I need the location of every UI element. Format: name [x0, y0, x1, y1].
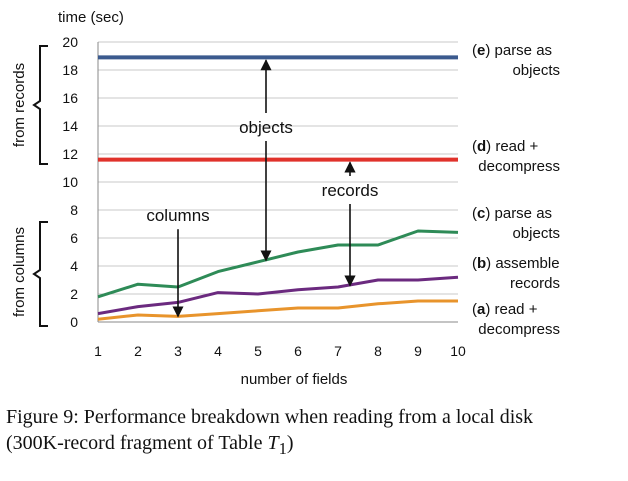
series-line-3 — [97, 229, 459, 299]
y-tick-label-10: 10 — [62, 174, 78, 190]
caption-line-2: (300K-record fragment of Table T1) — [6, 430, 626, 462]
y-tick-label-12: 12 — [62, 146, 78, 162]
annotations: objects records columns — [146, 59, 379, 318]
group-brackets: from records from columns — [11, 45, 48, 327]
group-label-from-columns: from columns — [11, 227, 28, 317]
group-label-from-records: from records — [11, 63, 28, 147]
legend-entry-d-line2: decompress — [478, 158, 560, 175]
bracket-from-records — [32, 45, 48, 165]
x-tick-label-10: 10 — [450, 343, 466, 359]
legend-entry-b: (b) assemble — [472, 255, 560, 272]
grid-lines — [98, 41, 458, 323]
legend: (e) parse as objects (d) read + decompress (… — [472, 42, 560, 338]
y-tick-label-0: 0 — [70, 314, 78, 330]
x-tick-label-9: 9 — [414, 343, 422, 359]
caption-table-variable: T — [267, 432, 279, 454]
series-line-4 — [97, 275, 459, 316]
legend-entry-c: (c) parse as — [472, 205, 552, 222]
x-tick-label-8: 8 — [374, 343, 382, 359]
legend-entry-e: (e) parse as — [472, 42, 552, 59]
series-line-5 — [97, 299, 458, 321]
y-tick-label-2: 2 — [70, 286, 78, 302]
annotation-columns: columns — [146, 206, 209, 225]
y-tick-label-8: 8 — [70, 202, 78, 218]
x-tick-label-7: 7 — [334, 343, 342, 359]
x-tick-label-5: 5 — [254, 343, 262, 359]
y-tick-label-20: 20 — [62, 34, 78, 50]
y-tick-label-4: 4 — [70, 258, 78, 274]
x-tick-label-3: 3 — [174, 343, 182, 359]
annotation-records: records — [322, 181, 379, 200]
y-axis-label: time (sec) — [58, 9, 124, 26]
annotation-objects: objects — [239, 118, 293, 137]
x-tick-label-4: 4 — [214, 343, 222, 359]
legend-entry-b-line2: records — [510, 275, 560, 292]
caption-line-1: Figure 9: Performance breakdown when rea… — [6, 406, 534, 428]
legend-entry-a: (a) read + — [472, 301, 538, 318]
y-tick-label-16: 16 — [62, 90, 78, 106]
y-tick-label-6: 6 — [70, 230, 78, 246]
caption-line-2-suffix: ) — [286, 432, 294, 454]
legend-entry-e-line2: objects — [512, 62, 560, 79]
x-tick-label-6: 6 — [294, 343, 302, 359]
figure-caption: Figure 9: Performance breakdown when rea… — [6, 404, 626, 462]
series-lines — [97, 55, 459, 321]
legend-entry-c-line2: objects — [512, 225, 560, 242]
legend-entry-a-line2: decompress — [478, 321, 560, 338]
caption-line-2-prefix: (300K-record fragment of Table — [6, 432, 268, 454]
x-tick-label-1: 1 — [94, 343, 102, 359]
legend-entry-d: (d) read + — [472, 138, 539, 155]
x-tick-label-2: 2 — [134, 343, 142, 359]
y-tick-label-14: 14 — [62, 118, 78, 134]
x-axis-label: number of fields — [241, 371, 348, 388]
y-tick-label-18: 18 — [62, 62, 78, 78]
caption-table-subscript: 1 — [278, 439, 287, 458]
bracket-from-columns — [32, 221, 48, 327]
